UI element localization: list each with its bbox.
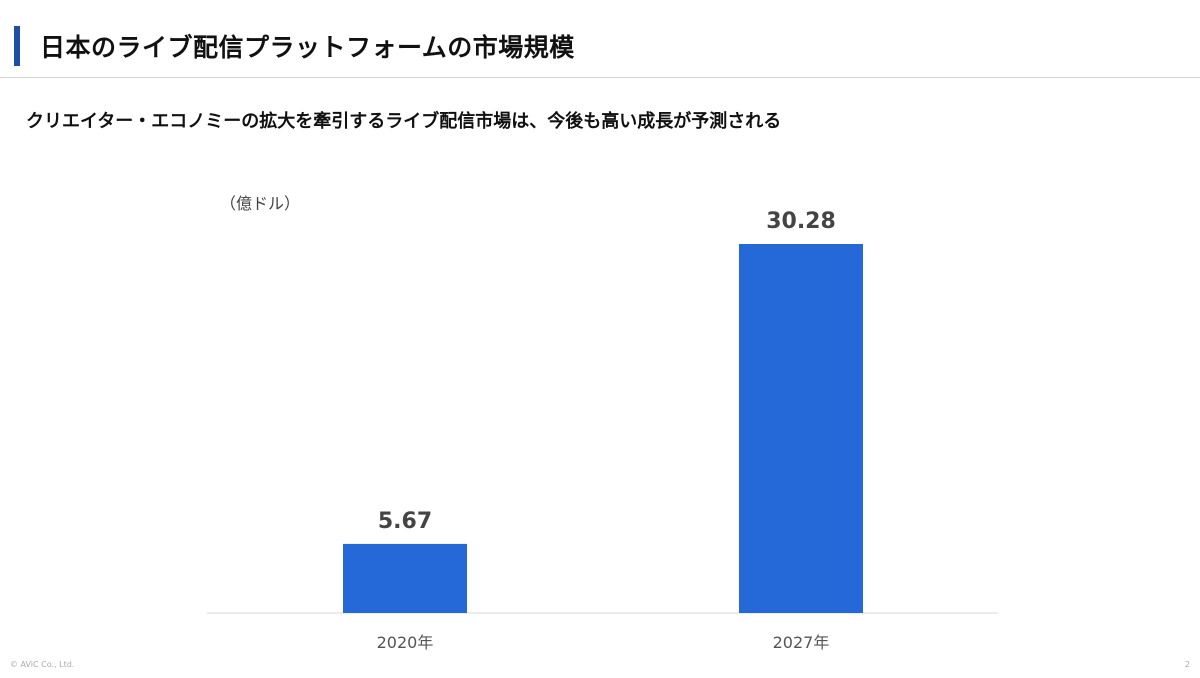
- title-divider: [0, 77, 1200, 78]
- x-tick-label-0: 2020年: [377, 633, 434, 652]
- x-tick-label-1: 2027年: [773, 633, 830, 652]
- bar-value-label-0: 5.67: [378, 509, 432, 534]
- title-accent-bar: [14, 26, 20, 66]
- page-number: 2: [1184, 660, 1190, 669]
- unit-label: （億ドル）: [220, 194, 301, 213]
- slide-subtitle: クリエイター・エコノミーの拡大を牽引するライブ配信市場は、今後も高い成長が予測さ…: [26, 111, 782, 132]
- bar-value-label-1: 30.28: [766, 209, 836, 234]
- bar-0: [343, 543, 467, 613]
- footer-copyright: © AViC Co., Ltd.: [10, 660, 75, 669]
- bar-1: [739, 244, 863, 613]
- slide-title: 日本のライブ配信プラットフォームの市場規模: [40, 33, 575, 62]
